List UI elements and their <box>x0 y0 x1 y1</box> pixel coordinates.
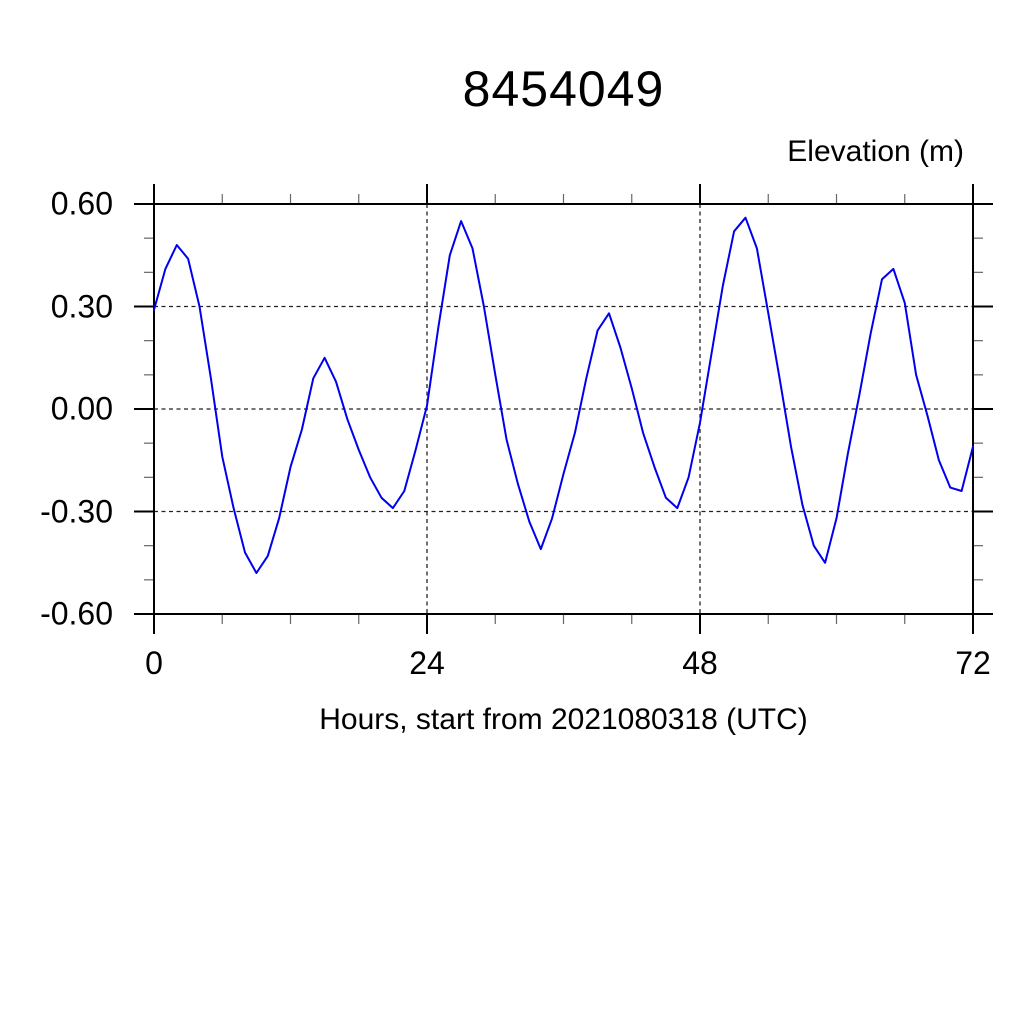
x-tick-label: 24 <box>409 645 445 681</box>
y-tick-label: 0.30 <box>50 288 113 324</box>
y-tick-label: -0.30 <box>40 493 113 529</box>
x-tick-label: 0 <box>145 645 163 681</box>
y-tick-label: 0.00 <box>50 390 113 427</box>
x-axis-label: Hours, start from 2021080318 (UTC) <box>319 703 808 736</box>
x-tick-label: 48 <box>682 645 718 681</box>
y-axis-units-label: Elevation (m) <box>787 135 964 168</box>
chart-title: 8454049 <box>462 61 665 117</box>
elevation-series-line <box>153 216 974 574</box>
y-tick-label: 0.60 <box>50 185 113 222</box>
y-tick-label: -0.60 <box>40 595 113 632</box>
x-tick-label: 72 <box>955 645 991 681</box>
